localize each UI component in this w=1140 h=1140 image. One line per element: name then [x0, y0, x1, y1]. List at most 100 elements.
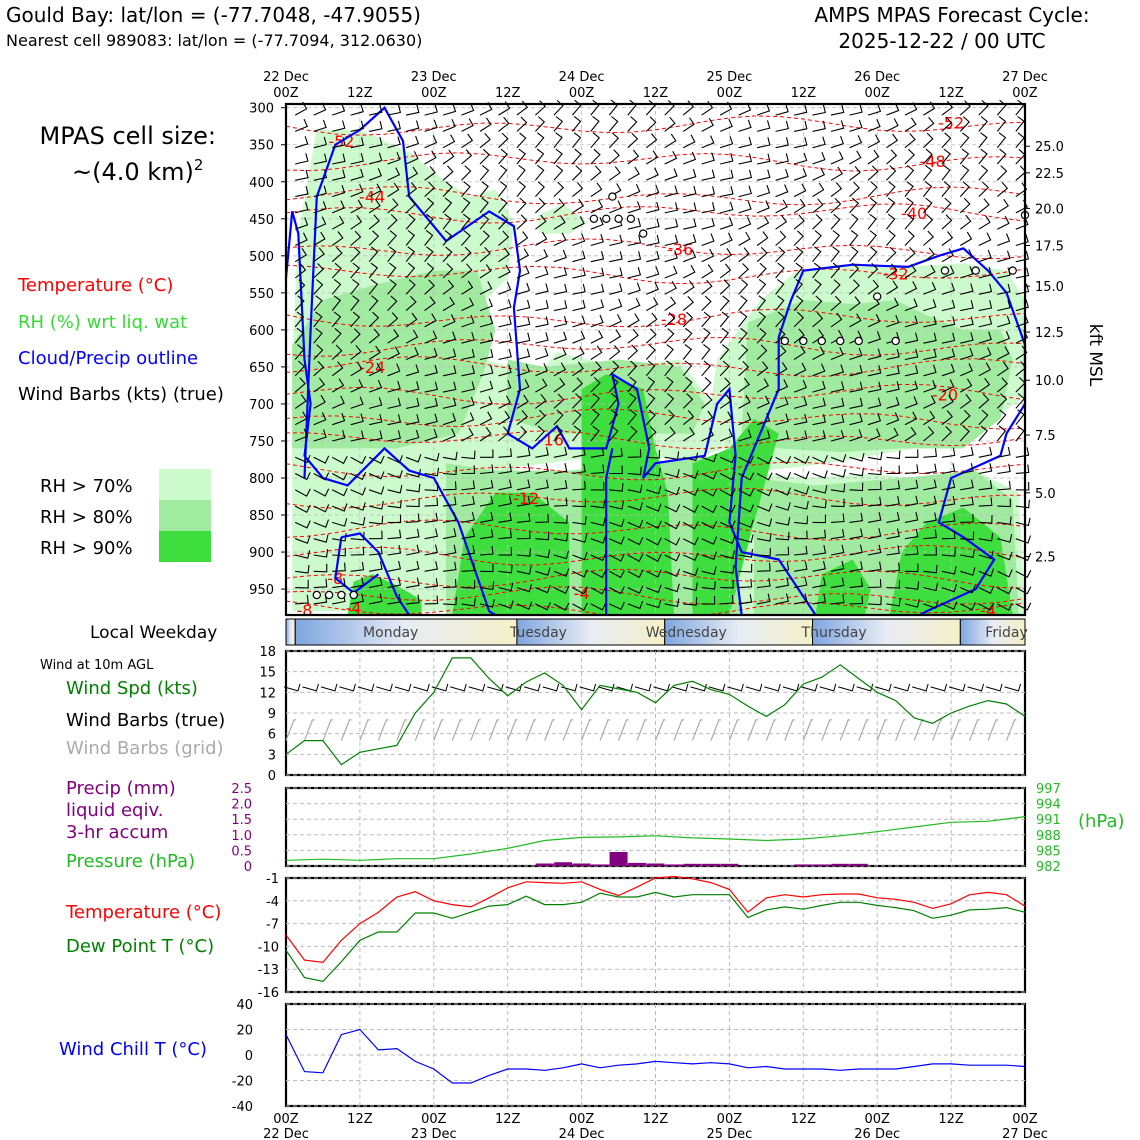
wind-barb — [996, 425, 1007, 442]
wind-barb — [627, 466, 642, 476]
wind-barb — [461, 450, 476, 460]
wind-barb-true — [856, 683, 874, 692]
wind-barb — [516, 164, 526, 181]
top-hour-label: 12Z — [347, 86, 373, 101]
wind-barb — [571, 115, 582, 132]
wind-barb — [498, 495, 512, 507]
wind-barb — [738, 377, 750, 393]
wind-barb — [849, 467, 864, 477]
calm-wind-circle — [608, 192, 617, 201]
wind-barb — [793, 183, 807, 198]
pressure-label: Pressure (hPa) — [66, 851, 195, 872]
wind-barb — [534, 132, 545, 149]
precip-bar — [720, 863, 739, 866]
wind-barb — [664, 100, 675, 116]
wind-barb — [904, 396, 918, 409]
wind-barb — [886, 381, 900, 393]
wind-barb — [941, 495, 956, 507]
wind-barb — [442, 381, 457, 393]
wind-barb — [867, 596, 882, 606]
wind-barb — [886, 280, 899, 295]
wind-barb — [424, 104, 438, 116]
wind-barb — [812, 120, 826, 132]
wind-barb — [553, 283, 568, 295]
wind-barb — [812, 295, 823, 311]
rh-level-90: RH > 90% — [40, 538, 133, 559]
wind-barb — [885, 197, 896, 214]
wind-barb — [756, 429, 771, 442]
wind-barb — [461, 246, 472, 263]
wind-barb — [1015, 115, 1025, 132]
wind-barb — [756, 344, 768, 360]
wind-barb — [405, 468, 422, 478]
wind-barb — [350, 168, 364, 181]
wind-barb — [775, 311, 785, 328]
wind-barb — [516, 601, 533, 610]
wind-barb — [590, 345, 603, 360]
wind-barb — [498, 247, 510, 263]
wind-barb — [369, 545, 383, 556]
wind-barb — [664, 185, 678, 198]
wind-barb — [775, 502, 791, 511]
wind-barb — [295, 169, 309, 181]
wind-barb — [608, 409, 619, 426]
wind-barb — [867, 230, 877, 246]
wind-barb — [941, 583, 958, 593]
bottom-day-label: 24 Dec — [559, 1127, 605, 1140]
wind-barb — [849, 347, 863, 361]
wind-barb — [738, 534, 754, 543]
wind-barb-true — [579, 683, 597, 692]
wind-barb-true — [413, 683, 430, 692]
wind-barb — [682, 521, 699, 530]
wind-barb — [609, 570, 625, 579]
wind-barb — [461, 396, 475, 409]
wind-barb — [793, 362, 807, 377]
wind-barb — [553, 232, 567, 246]
wind-barb — [516, 265, 530, 279]
wind-barb — [424, 246, 434, 263]
pressure-tick-label: 350 — [249, 139, 274, 154]
wind-barb — [350, 278, 360, 295]
wind-barb — [332, 412, 346, 426]
wind-barbs-true-label: Wind Barbs (true) — [66, 710, 225, 731]
wind-barb — [996, 99, 1007, 116]
wind-barb — [572, 181, 584, 198]
wind-barb — [608, 149, 620, 165]
wind-barb — [682, 537, 699, 546]
wind-barb — [350, 577, 365, 589]
top-day-label: 26 Dec — [854, 70, 900, 85]
wind-barb — [479, 546, 494, 556]
wind-barb — [479, 281, 493, 295]
wind-barb — [886, 263, 898, 279]
calm-wind-circle — [836, 336, 845, 346]
wind-barb — [830, 135, 845, 149]
wind-barb — [608, 132, 620, 149]
wind-barb — [294, 263, 307, 279]
wind-barb — [294, 428, 309, 442]
wind-barb — [701, 233, 715, 247]
wind-barb — [646, 201, 660, 214]
wind-barb-grid — [839, 719, 851, 741]
weekday-name: Wednesday — [646, 625, 727, 641]
wind-barb — [701, 376, 712, 393]
wind-barb — [350, 199, 363, 214]
wind-barb-true — [727, 683, 744, 692]
wind-barb — [572, 534, 588, 543]
wind-barb — [442, 451, 458, 461]
wind-barb-grid — [581, 719, 592, 741]
calm-wind-circle — [891, 336, 900, 346]
wind-barb — [535, 479, 549, 491]
wind-barb-true — [468, 683, 486, 692]
wind-barb — [738, 394, 751, 409]
wind-barb — [793, 328, 805, 344]
wind-barb — [941, 116, 953, 132]
wind-barb — [996, 198, 1009, 214]
wind-barb-grid — [303, 719, 315, 741]
wind-barb — [498, 348, 512, 361]
wind-barb — [387, 246, 397, 263]
wind-barb — [904, 495, 919, 507]
wind-barb — [904, 332, 919, 344]
precip-bar — [831, 863, 850, 866]
wind-barb — [368, 120, 383, 132]
wind-barb — [479, 181, 489, 197]
